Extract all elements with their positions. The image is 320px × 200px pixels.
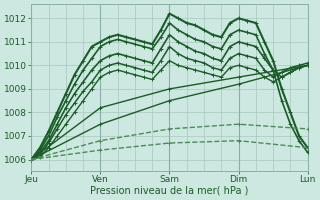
X-axis label: Pression niveau de la mer( hPa ): Pression niveau de la mer( hPa ) xyxy=(90,186,249,196)
